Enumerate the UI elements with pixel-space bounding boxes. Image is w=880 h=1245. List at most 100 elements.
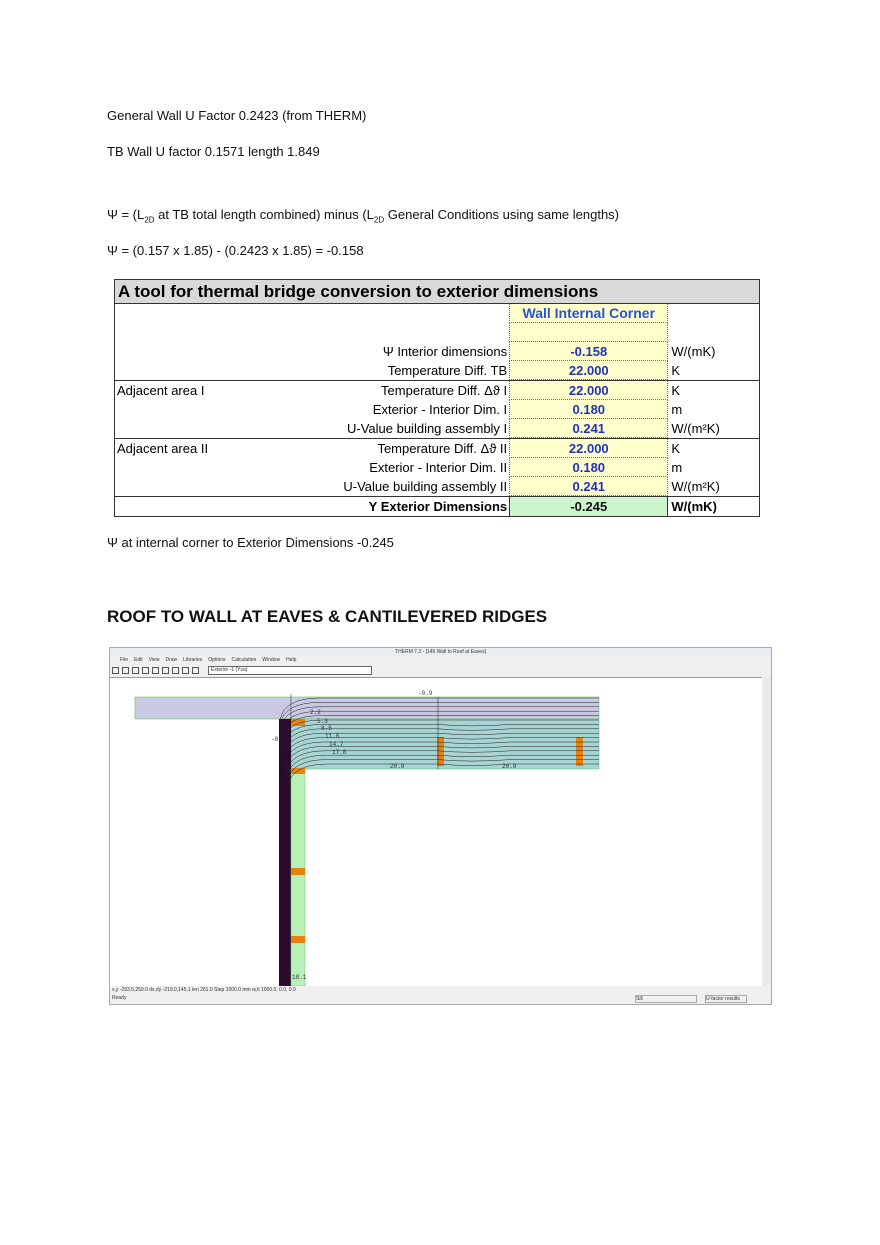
text: General Conditions using same lengths) [384, 207, 620, 222]
thermal-bridge-table: A tool for thermal bridge conversion to … [114, 279, 760, 517]
row-label: Ψ Interior dimensions [382, 344, 508, 359]
row-value: 22.000 [509, 381, 669, 400]
therm-title-bar: THERM 7.3 - [145 Wall to Roof at Eaves] [110, 648, 771, 656]
isotherm-label: 11.6 [325, 733, 340, 740]
isotherm-label: -0 [271, 736, 279, 743]
status-ufactor: U-factor results [705, 995, 747, 1003]
draw-icon[interactable] [162, 666, 169, 674]
isotherm-label: 2.2 [310, 709, 321, 716]
row-label: Temperature Diff. Δϑ II [377, 441, 508, 456]
section-heading: ROOF TO WALL AT EAVES & CANTILEVERED RID… [107, 607, 548, 626]
empty [668, 304, 759, 323]
zoom-icon[interactable] [182, 666, 189, 674]
stud [291, 936, 305, 943]
therm-drawing: -0.9 2.2 5.3 8.5 11.6 14.7 17.8 20.9 20.… [134, 690, 600, 987]
isotherm-line [285, 746, 599, 769]
menu-item-calculation[interactable]: Calculation [231, 657, 257, 663]
row-group-label: Adjacent area I [117, 383, 205, 398]
row-label: U-Value building assembly I [346, 421, 508, 436]
menu-item-window[interactable]: Window [262, 657, 281, 663]
rect-icon[interactable] [172, 666, 179, 674]
open-icon[interactable] [122, 666, 129, 674]
paragraph-tb-wall: TB Wall U factor 0.1571 length 1.849 [107, 144, 320, 159]
therm-screenshot: THERM 7.3 - [145 Wall to Roof at Eaves] … [109, 647, 772, 1005]
row-value: 0.180 [509, 400, 669, 419]
isotherm-line [285, 750, 599, 773]
table-row: Ψ Interior dimensions -0.158 W/(mK) [115, 342, 759, 361]
menu-item-libraries[interactable]: Libraries [183, 657, 203, 663]
isotherm-line [287, 763, 599, 787]
menu-item-file[interactable]: File [120, 657, 129, 663]
row-unit: W/(m²K) [671, 421, 720, 436]
table-row: U-Value building assembly II 0.241 W/(m²K) [115, 477, 759, 496]
status-ready: Ready [112, 995, 127, 1001]
table-row: Adjacent area II Temperature Diff. Δϑ II 2… [115, 438, 759, 458]
stud [291, 719, 305, 726]
menu-item-draw[interactable]: Draw [165, 657, 178, 663]
row-group-label [115, 361, 316, 380]
table-row: Temperature Diff. TB 22.000 K [115, 361, 759, 380]
table-row: U-Value building assembly I 0.241 W/(m²K) [115, 419, 759, 438]
new-icon[interactable] [112, 666, 119, 674]
isotherm-line [286, 754, 599, 778]
stud [291, 768, 305, 774]
isotherm-line [282, 724, 599, 747]
row-value: -0.158 [509, 342, 669, 361]
isotherm-label: 8.5 [321, 725, 332, 732]
subscript: 2D [373, 215, 385, 225]
menu-item-help[interactable]: Help [286, 657, 297, 663]
isotherm-line [280, 710, 599, 734]
row-unit: K [671, 383, 681, 398]
isotherm-line [279, 706, 599, 729]
row-value: 0.180 [509, 458, 669, 477]
row-label: Exterior - Interior Dim. I [372, 402, 508, 417]
empty [115, 304, 316, 323]
column-header: Wall Internal Corner [509, 304, 669, 323]
menu-item-view[interactable]: View [148, 657, 160, 663]
boundary-select[interactable]: Exterior -1 (Ysa) [208, 665, 372, 675]
row-group-label [115, 400, 316, 419]
status-sill: Sill [635, 995, 697, 1003]
status-coordinates: x,y -293.5,250.0 dx,dy -219.0,145.1 len … [112, 987, 296, 993]
paragraph-psi-definition: Ψ = (L2D at TB total length combined) mi… [107, 207, 619, 225]
result-value: -0.245 [509, 497, 669, 516]
subscript: 2D [144, 215, 155, 225]
isotherm-label: 18.1 [292, 974, 307, 981]
vertical-scrollbar[interactable] [763, 677, 771, 985]
calc-icon[interactable] [192, 666, 199, 674]
isotherm-line [282, 728, 599, 751]
isotherm-label: 17.8 [332, 749, 347, 756]
row-value: 22.000 [509, 439, 669, 458]
stud [291, 868, 305, 875]
row-unit: W/(m²K) [671, 479, 720, 494]
isotherm-line [286, 759, 599, 782]
isotherm-label: 20.9 [502, 763, 517, 770]
isotherm-label: 20.9 [390, 763, 405, 770]
grid-icon[interactable] [152, 666, 159, 674]
isotherm-line [281, 719, 599, 743]
print-icon[interactable] [142, 666, 149, 674]
row-value: 0.241 [509, 477, 669, 496]
save-icon[interactable] [132, 666, 139, 674]
row-label: U-Value building assembly II [343, 479, 508, 494]
menu-item-options[interactable]: Options [208, 657, 226, 663]
paragraph-general-wall: General Wall U Factor 0.2423 (from THERM… [107, 108, 367, 123]
row-label: Temperature Diff. TB [387, 363, 508, 378]
paragraph-psi-calc: Ψ = (0.157 x 1.85) - (0.2423 x 1.85) = -… [107, 243, 364, 258]
isotherm-label: -0.9 [418, 690, 433, 697]
row-unit: m [671, 460, 683, 475]
paragraph-psi-result: Ψ at internal corner to Exterior Dimensi… [107, 535, 394, 550]
row-value: 0.241 [509, 419, 669, 438]
table-row: Adjacent area I Temperature Diff. Δϑ I 22.… [115, 380, 759, 400]
table-title: A tool for thermal bridge conversion to … [115, 280, 759, 304]
insulation [290, 718, 600, 770]
row-group-label [115, 477, 316, 496]
table-row: Exterior - Interior Dim. I 0.180 m [115, 400, 759, 419]
row-group-label [115, 419, 316, 438]
table-blank-row [115, 323, 759, 342]
interior-finish [290, 768, 306, 987]
therm-canvas[interactable]: -0.9 2.2 5.3 8.5 11.6 14.7 17.8 20.9 20.… [110, 677, 762, 987]
row-value: 22.000 [509, 361, 669, 380]
menu-item-edit[interactable]: Edit [134, 657, 143, 663]
